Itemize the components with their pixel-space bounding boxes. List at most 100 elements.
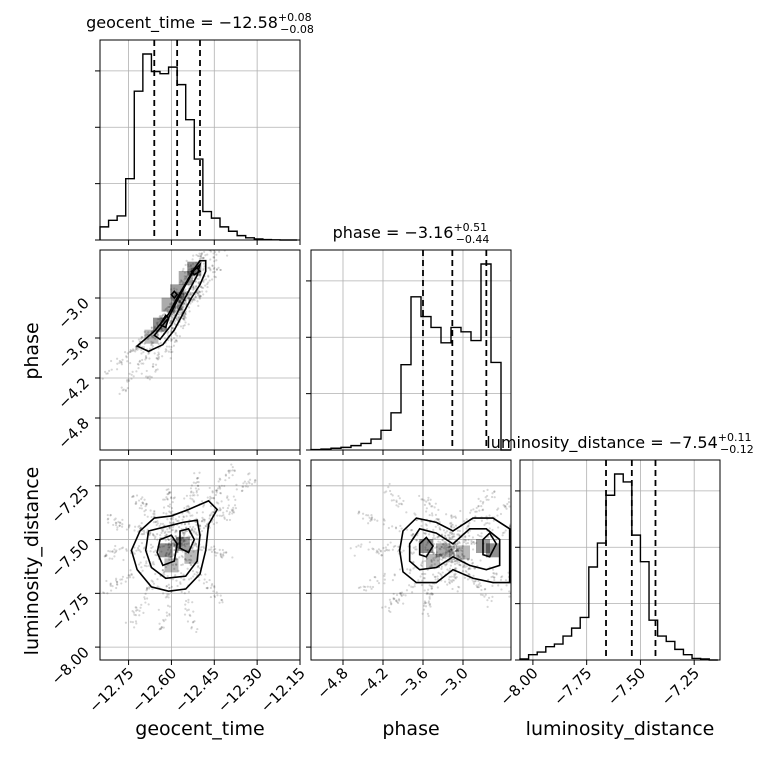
sample-point bbox=[109, 584, 112, 587]
sample-point bbox=[222, 506, 225, 509]
sample-point bbox=[488, 514, 491, 517]
sample-point bbox=[189, 265, 192, 268]
sample-point bbox=[365, 514, 368, 517]
sample-point bbox=[542, 604, 544, 606]
sample-point bbox=[177, 304, 181, 307]
sample-point bbox=[425, 510, 428, 513]
sample-point bbox=[459, 549, 463, 552]
sample-point bbox=[441, 538, 444, 542]
sample-point bbox=[196, 480, 199, 484]
sample-point bbox=[424, 532, 427, 535]
sample-point bbox=[188, 578, 191, 581]
sample-point bbox=[174, 331, 177, 335]
sample-point bbox=[182, 539, 185, 542]
sample-point bbox=[349, 547, 352, 550]
sample-point bbox=[182, 293, 185, 296]
sample-point bbox=[178, 335, 181, 338]
panel-grid-1-2 bbox=[311, 460, 511, 660]
sample-point bbox=[497, 584, 500, 587]
sample-point bbox=[215, 259, 218, 262]
sample-point bbox=[390, 492, 393, 496]
x-tick-label-luminosity-distance: −7.50 bbox=[604, 664, 649, 709]
sample-point bbox=[424, 605, 428, 608]
sample-point bbox=[167, 546, 170, 549]
sample-point bbox=[192, 284, 195, 288]
sample-point bbox=[202, 293, 205, 296]
title-main-text: luminosity_distance = −7.54 bbox=[486, 433, 717, 453]
sample-point bbox=[167, 543, 171, 546]
sample-point bbox=[166, 537, 170, 540]
sample-point bbox=[457, 554, 460, 558]
sample-point bbox=[432, 528, 435, 531]
sample-point bbox=[549, 598, 551, 600]
sample-point bbox=[186, 536, 189, 539]
sample-point bbox=[231, 556, 234, 559]
sample-point bbox=[445, 562, 448, 565]
sample-point bbox=[484, 522, 487, 525]
sample-point bbox=[157, 351, 160, 354]
sample-point bbox=[162, 511, 165, 515]
sample-point bbox=[501, 531, 505, 535]
sample-point bbox=[205, 580, 208, 584]
sample-point bbox=[148, 533, 151, 536]
sample-point bbox=[183, 302, 186, 306]
sample-point bbox=[194, 295, 197, 298]
sample-point bbox=[539, 597, 541, 599]
sample-point bbox=[169, 351, 172, 354]
sample-point bbox=[441, 542, 444, 545]
sample-point bbox=[222, 230, 224, 232]
sample-point bbox=[385, 490, 388, 493]
sample-point bbox=[449, 549, 452, 552]
sample-point bbox=[476, 585, 479, 589]
sample-point bbox=[176, 302, 179, 305]
sample-point bbox=[170, 301, 173, 305]
sample-point bbox=[110, 359, 113, 363]
sample-point bbox=[182, 534, 186, 537]
sample-point bbox=[449, 545, 452, 548]
sample-point bbox=[450, 553, 453, 556]
sample-point bbox=[198, 275, 202, 278]
sample-point bbox=[200, 285, 203, 288]
sample-point bbox=[454, 516, 458, 519]
sample-point bbox=[216, 551, 219, 555]
sample-point bbox=[439, 572, 442, 576]
sample-point bbox=[359, 586, 362, 589]
sample-point bbox=[152, 550, 155, 554]
sample-point bbox=[423, 577, 426, 580]
sample-point bbox=[198, 471, 201, 474]
sample-point bbox=[188, 511, 191, 515]
sample-point bbox=[452, 526, 456, 529]
sample-point bbox=[184, 607, 187, 610]
sample-point bbox=[187, 323, 190, 326]
sample-point bbox=[464, 536, 467, 539]
sample-point bbox=[220, 598, 223, 602]
sample-point bbox=[145, 356, 148, 360]
sample-point bbox=[458, 541, 461, 545]
sample-point bbox=[160, 331, 163, 334]
sample-point bbox=[196, 292, 200, 295]
sample-point bbox=[131, 340, 135, 343]
sample-point bbox=[203, 547, 206, 550]
sample-point bbox=[137, 545, 141, 548]
sample-point bbox=[496, 514, 499, 517]
sample-point bbox=[528, 520, 530, 522]
sample-point bbox=[228, 513, 231, 516]
sample-point bbox=[210, 496, 213, 500]
sample-point bbox=[157, 321, 160, 324]
sample-point bbox=[168, 345, 171, 348]
sample-point bbox=[169, 491, 172, 494]
sample-point bbox=[225, 551, 228, 554]
sample-point bbox=[182, 533, 185, 536]
sample-point bbox=[141, 533, 144, 536]
sample-point bbox=[151, 580, 154, 583]
sample-point bbox=[429, 585, 433, 588]
sample-point bbox=[457, 540, 461, 544]
sample-point bbox=[159, 316, 162, 319]
sample-point bbox=[182, 540, 185, 543]
sample-point bbox=[178, 299, 182, 302]
sample-point bbox=[166, 332, 169, 335]
sample-point bbox=[131, 370, 134, 374]
sample-point bbox=[456, 549, 459, 552]
sample-point bbox=[224, 474, 227, 477]
sample-point bbox=[168, 545, 171, 549]
